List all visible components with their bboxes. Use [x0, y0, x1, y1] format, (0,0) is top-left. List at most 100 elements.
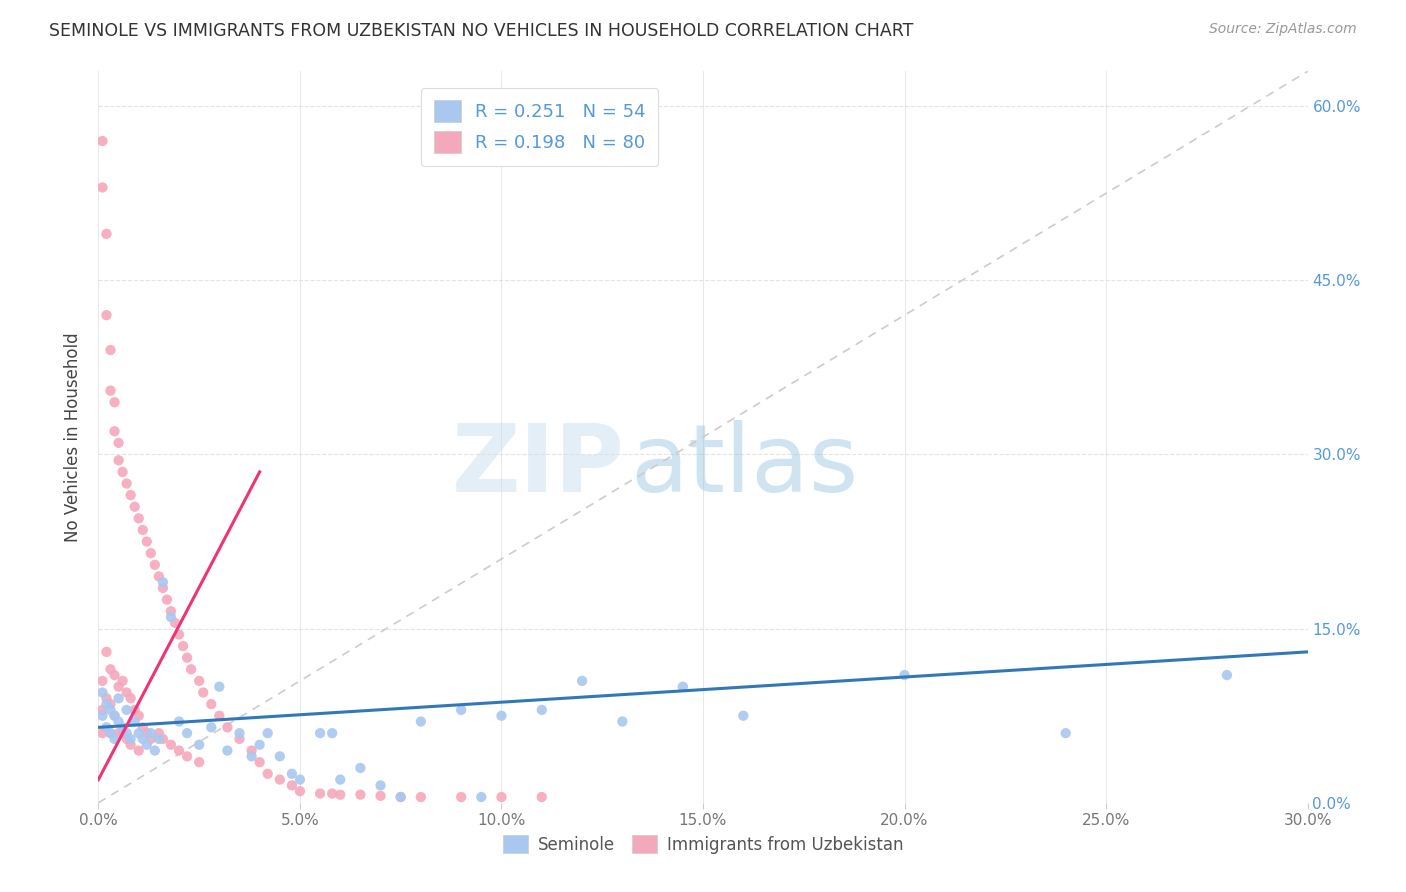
Point [103, 424, 125, 438]
Point [107, 691, 129, 706]
Text: ZIP: ZIP [451, 420, 624, 512]
Point [530, 789, 553, 804]
Point [200, 720, 222, 734]
Point [571, 673, 593, 688]
Point [96, 697, 118, 711]
Point [217, 720, 239, 734]
Point [143, 558, 166, 572]
Point [249, 755, 271, 769]
Point [103, 708, 125, 723]
Point [120, 691, 142, 706]
Point [188, 755, 211, 769]
Point [148, 569, 170, 583]
Point [91, 726, 114, 740]
Text: atlas: atlas [630, 420, 859, 512]
Point [91, 703, 114, 717]
Point [163, 615, 186, 630]
Point [256, 766, 278, 780]
Point [612, 714, 634, 729]
Point [281, 778, 304, 792]
Point [115, 726, 138, 740]
Point [103, 708, 125, 723]
Point [309, 726, 332, 740]
Point [135, 534, 157, 549]
Point [148, 731, 170, 746]
Point [329, 772, 352, 787]
Point [733, 708, 755, 723]
Point [96, 227, 118, 241]
Point [148, 726, 170, 740]
Point [128, 511, 150, 525]
Point [128, 726, 150, 740]
Point [256, 726, 278, 740]
Point [124, 714, 146, 729]
Point [115, 476, 138, 491]
Point [188, 738, 211, 752]
Point [172, 639, 194, 653]
Y-axis label: No Vehicles in Household: No Vehicles in Household [65, 332, 83, 542]
Point [96, 720, 118, 734]
Point [188, 673, 211, 688]
Point [208, 708, 231, 723]
Point [491, 708, 513, 723]
Point [288, 772, 311, 787]
Point [100, 703, 122, 717]
Point [91, 685, 114, 699]
Point [180, 662, 202, 676]
Point [124, 703, 146, 717]
Text: SEMINOLE VS IMMIGRANTS FROM UZBEKISTAN NO VEHICLES IN HOUSEHOLD CORRELATION CHAR: SEMINOLE VS IMMIGRANTS FROM UZBEKISTAN N… [49, 22, 914, 40]
Point [124, 500, 146, 514]
Point [1054, 726, 1077, 740]
Point [96, 645, 118, 659]
Point [120, 488, 142, 502]
Point [107, 726, 129, 740]
Point [107, 680, 129, 694]
Point [269, 772, 291, 787]
Point [450, 703, 472, 717]
Point [132, 523, 155, 537]
Point [103, 731, 125, 746]
Point [672, 680, 695, 694]
Point [160, 738, 183, 752]
Point [176, 650, 198, 665]
Point [349, 761, 371, 775]
Text: Source: ZipAtlas.com: Source: ZipAtlas.com [1209, 22, 1357, 37]
Point [107, 453, 129, 467]
Point [389, 789, 412, 804]
Point [893, 668, 915, 682]
Point [349, 788, 371, 802]
Point [107, 436, 129, 450]
Point [111, 726, 134, 740]
Point [193, 685, 215, 699]
Point [96, 691, 118, 706]
Point [91, 134, 114, 148]
Point [167, 743, 190, 757]
Point [228, 731, 250, 746]
Point [288, 784, 311, 798]
Point [530, 703, 553, 717]
Point [139, 731, 162, 746]
Point [370, 778, 392, 792]
Point [132, 731, 155, 746]
Point [91, 180, 114, 194]
Point [91, 708, 114, 723]
Point [152, 575, 174, 590]
Point [132, 720, 155, 734]
Point [100, 662, 122, 676]
Point [100, 697, 122, 711]
Point [409, 714, 432, 729]
Point [269, 749, 291, 764]
Point [135, 738, 157, 752]
Point [208, 680, 231, 694]
Point [167, 627, 190, 641]
Point [167, 714, 190, 729]
Point [389, 789, 412, 804]
Point [240, 749, 263, 764]
Point [160, 610, 183, 624]
Point [450, 789, 472, 804]
Point [1216, 668, 1239, 682]
Point [152, 731, 174, 746]
Point [228, 726, 250, 740]
Point [100, 343, 122, 357]
Point [111, 673, 134, 688]
